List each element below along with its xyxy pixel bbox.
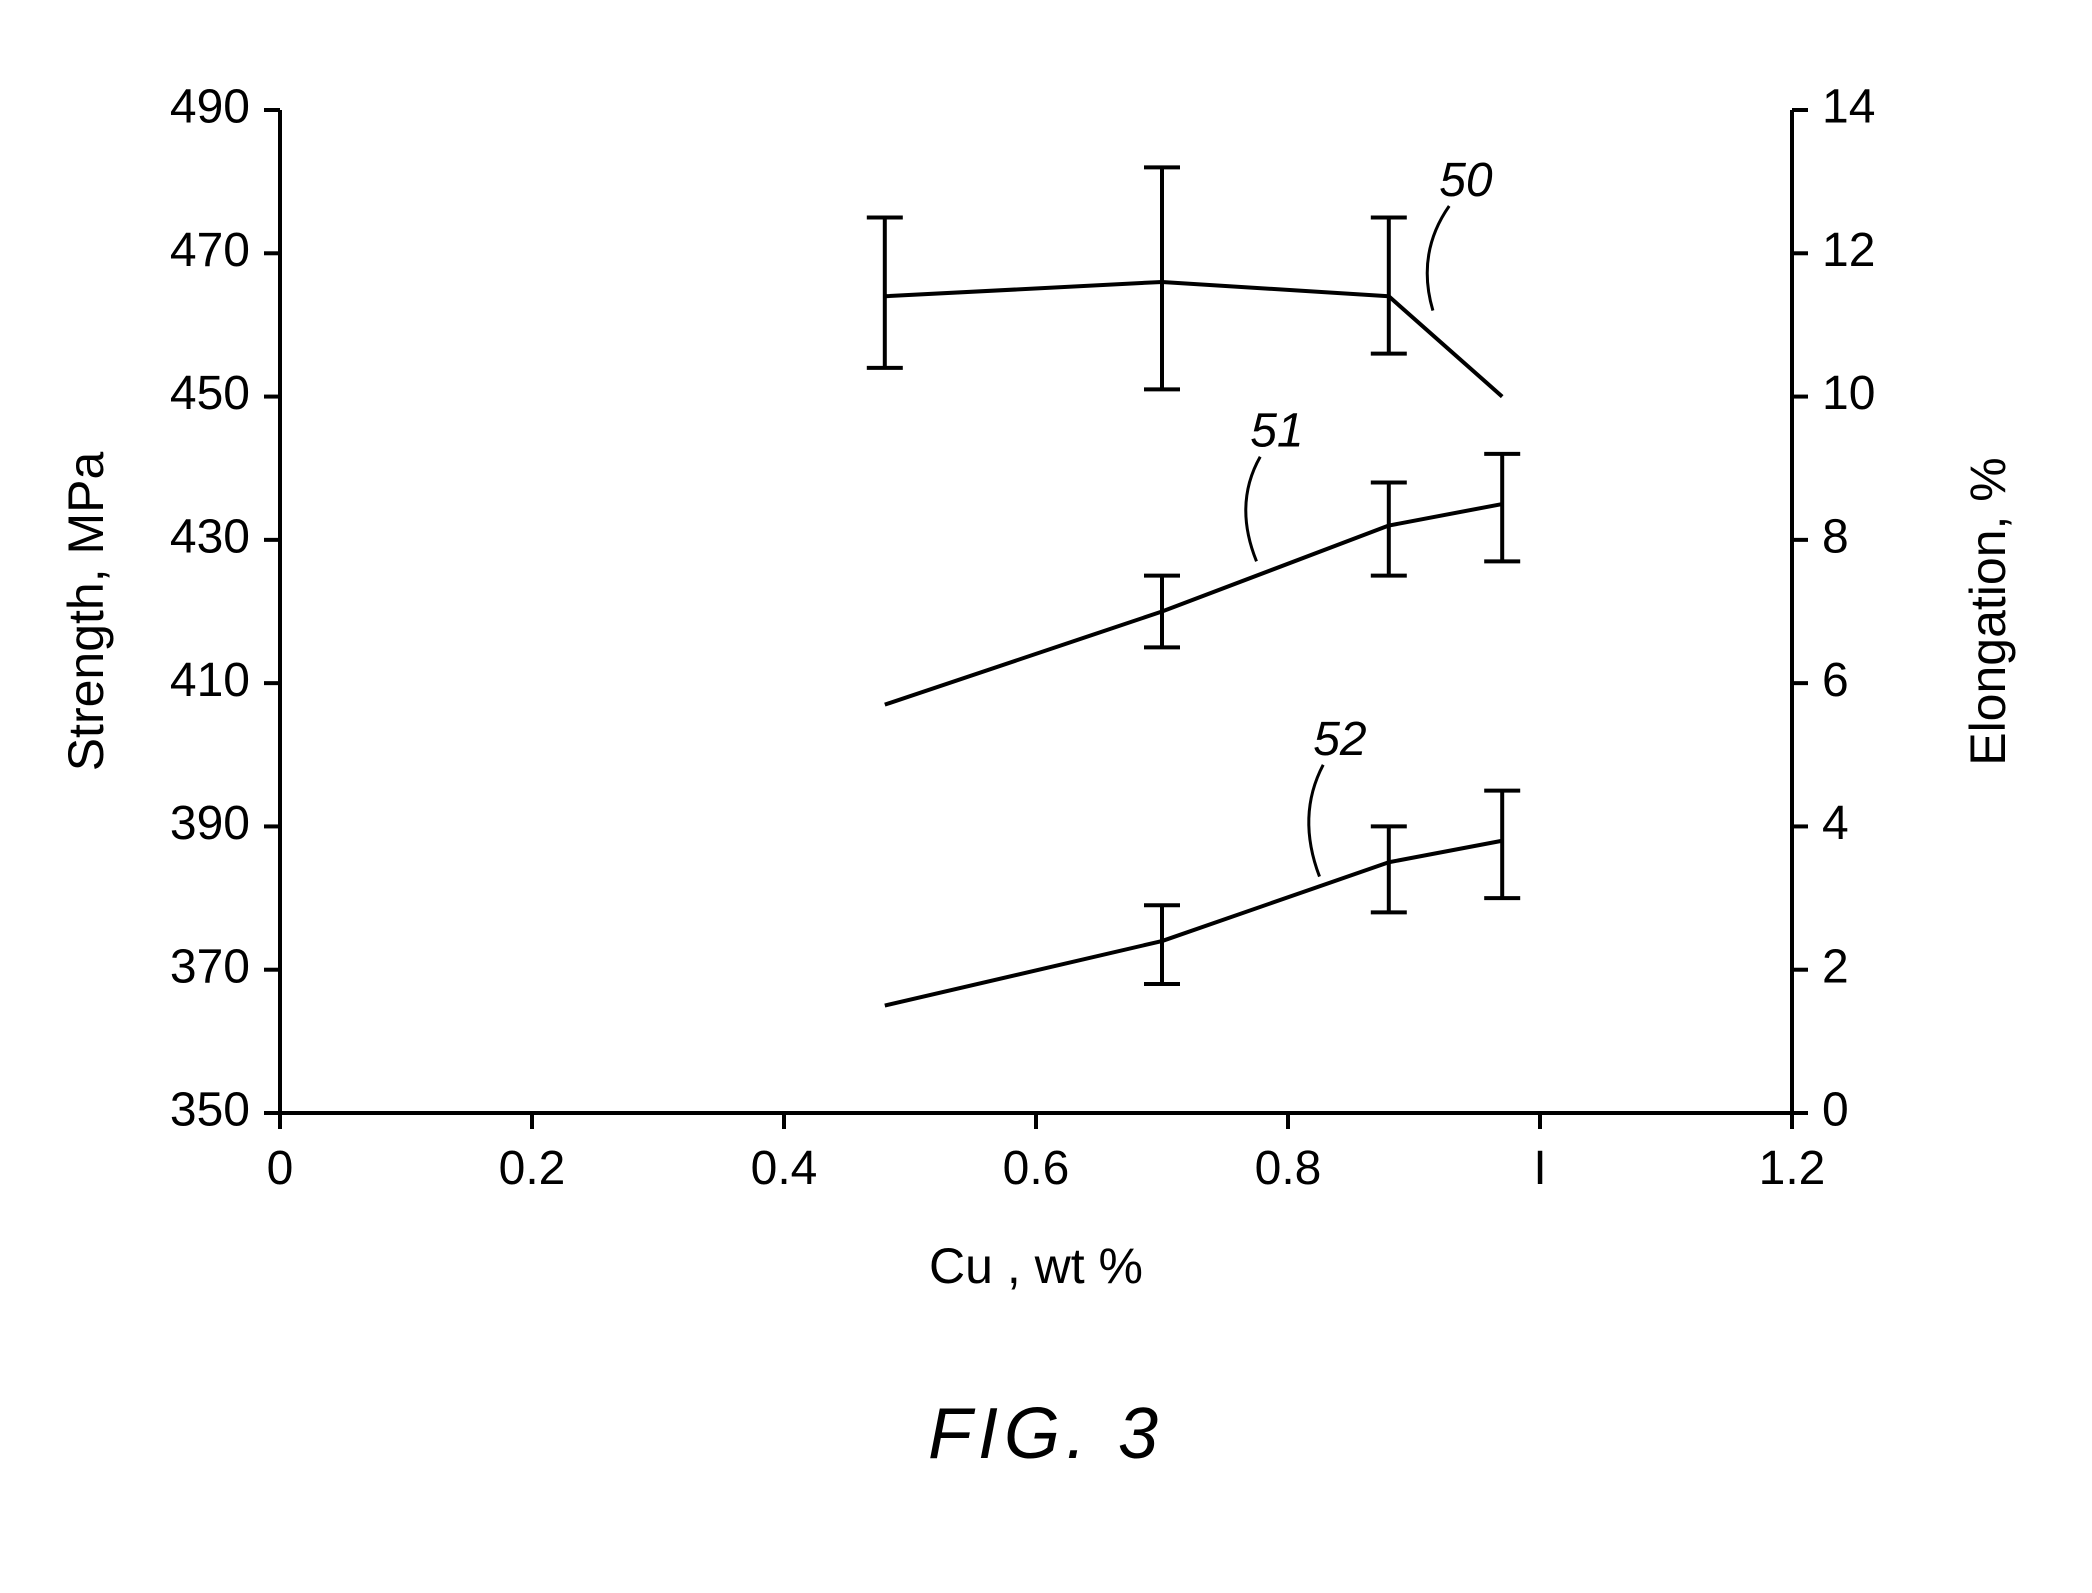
svg-text:Strength, MPa: Strength, MPa	[58, 452, 114, 772]
svg-text:0.2: 0.2	[499, 1142, 566, 1195]
figure-label: FIG. 3	[0, 1393, 2092, 1475]
svg-text:0.4: 0.4	[751, 1142, 818, 1195]
svg-text:410: 410	[170, 654, 250, 707]
svg-text:14: 14	[1822, 81, 1875, 134]
svg-text:52: 52	[1313, 713, 1366, 766]
svg-text:0: 0	[267, 1142, 294, 1195]
svg-text:490: 490	[170, 81, 250, 134]
svg-text:0: 0	[1822, 1084, 1849, 1137]
svg-text:2: 2	[1822, 940, 1849, 993]
page-root: 00.20.40.60.8I1.2Cu , wt %35037039041043…	[0, 0, 2092, 1593]
svg-text:6: 6	[1822, 654, 1849, 707]
svg-text:10: 10	[1822, 367, 1875, 420]
svg-text:450: 450	[170, 367, 250, 420]
svg-text:51: 51	[1250, 405, 1303, 458]
svg-text:8: 8	[1822, 511, 1849, 564]
svg-text:430: 430	[170, 511, 250, 564]
chart-svg: 00.20.40.60.8I1.2Cu , wt %35037039041043…	[0, 0, 2092, 1593]
svg-text:I: I	[1533, 1142, 1546, 1195]
svg-text:12: 12	[1822, 224, 1875, 277]
svg-text:370: 370	[170, 940, 250, 993]
svg-text:390: 390	[170, 797, 250, 850]
svg-text:470: 470	[170, 224, 250, 277]
svg-text:1.2: 1.2	[1759, 1142, 1826, 1195]
svg-text:Cu , wt %: Cu , wt %	[929, 1238, 1143, 1294]
svg-text:4: 4	[1822, 797, 1849, 850]
svg-text:0.8: 0.8	[1255, 1142, 1322, 1195]
svg-text:0.6: 0.6	[1003, 1142, 1070, 1195]
svg-text:50: 50	[1439, 154, 1493, 207]
svg-text:350: 350	[170, 1084, 250, 1137]
svg-text:Elongation, %: Elongation, %	[1960, 457, 2016, 766]
